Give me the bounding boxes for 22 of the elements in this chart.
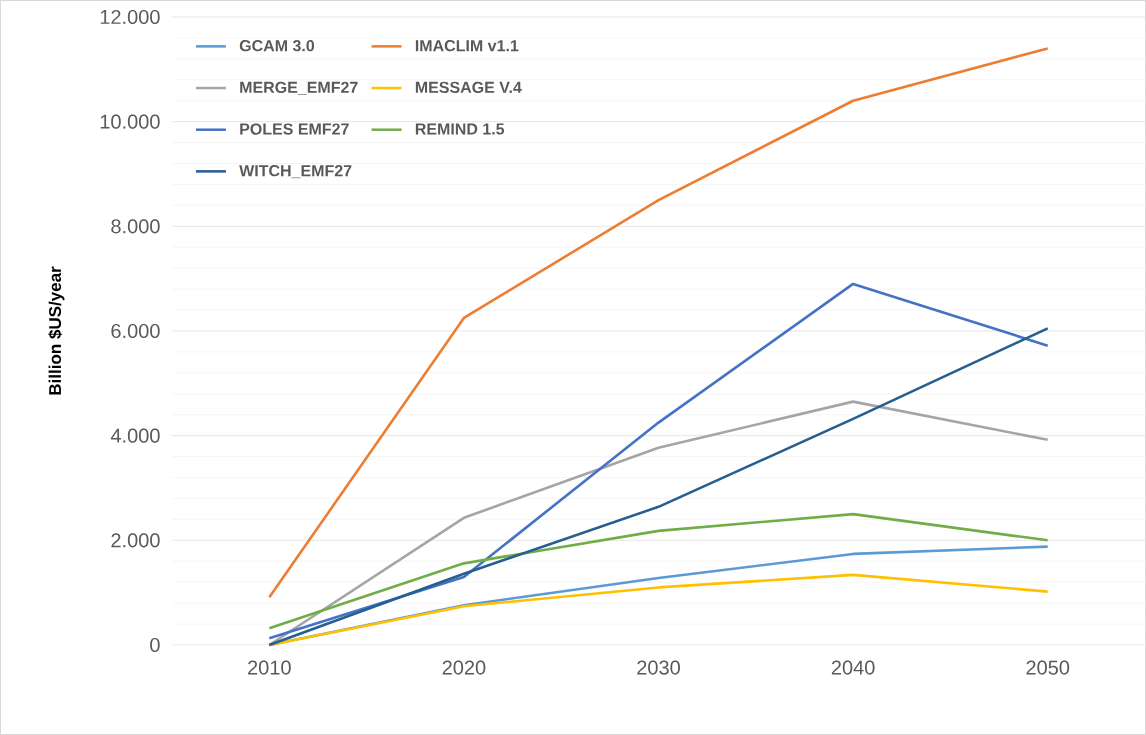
y-tick-label: 4.000 [110,428,160,443]
y-tick-label: 2.000 [111,533,160,548]
y-tick-label: 12.000 [100,9,160,25]
line-series [268,512,1049,630]
legend-label: IMACLIM v1.1 [415,40,519,52]
legend-label: REMIND 1.5 [415,123,505,135]
x-tick-label: 2010 [248,660,291,675]
y-tick-label: 6.000 [111,323,160,339]
x-tick-label: 2040 [831,660,875,675]
line-series [268,400,1049,647]
legend-label: POLES EMF27 [240,123,349,135]
legend-label: MERGE_EMF27 [240,81,358,95]
legend-label: MESSAGE V.4 [415,81,522,94]
y-tick-label: 0 [150,637,160,653]
y-tick-label: 10.000 [100,114,160,129]
legend-label: WITCH_EMF27 [239,165,352,179]
x-tick-label: 2050 [1026,660,1070,675]
y-tick-label: 8.000 [111,219,160,234]
y-axis-title: Billion $US/year [48,266,65,395]
x-tick-label: 2020 [442,660,486,675]
x-tick-label: 2030 [637,660,680,675]
legend-label: GCAM 3.0 [239,40,315,52]
